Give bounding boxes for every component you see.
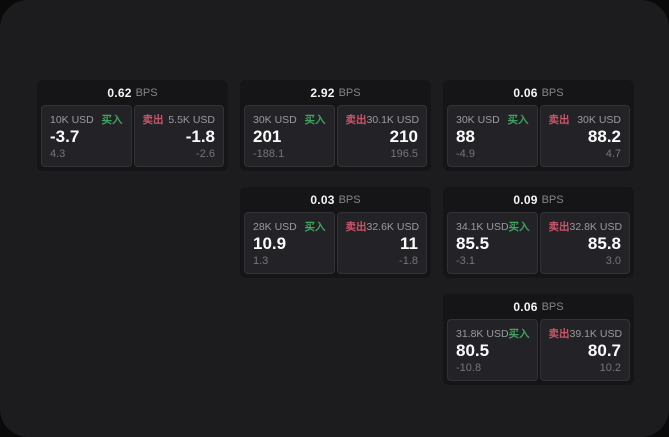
sell-panel[interactable]: 卖出 39.1K USD 80.7 10.2 [539, 319, 630, 381]
sell-delta: 3.0 [605, 255, 621, 267]
sell-panel[interactable]: 卖出 30K USD 88.2 4.7 [539, 105, 630, 167]
sell-panel[interactable]: 卖出 32.8K USD 85.8 3.0 [539, 212, 630, 274]
buy-price: 85.5 [456, 234, 490, 254]
bps-unit: BPS [541, 300, 564, 313]
bps-value: 2.92 [310, 85, 335, 100]
buy-size-label: 30K USD [456, 113, 500, 126]
spread-cards-grid: 0.62 BPS 10K USD 买入 -3.7 4.3 卖出 5.5K USD [37, 80, 634, 385]
buy-tag: 买入 [304, 114, 326, 126]
sell-size-label: 30K USD [577, 113, 621, 126]
bps-value: 0.06 [513, 299, 538, 314]
card-body: 28K USD 买入 10.9 1.3 卖出 32.6K USD 11 -1.8 [240, 212, 431, 278]
sell-tag: 卖出 [345, 114, 367, 126]
card-body: 30K USD 买入 201 -188.1 卖出 30.1K USD 210 1… [240, 105, 431, 171]
bps-unit: BPS [541, 86, 564, 99]
buy-panel[interactable]: 28K USD 买入 10.9 1.3 [244, 212, 335, 274]
bps-unit: BPS [541, 193, 564, 206]
bps-value: 0.09 [513, 192, 538, 207]
sell-panel[interactable]: 卖出 30.1K USD 210 196.5 [336, 105, 427, 167]
sell-price: -1.8 [185, 127, 215, 147]
bps-header: 0.03 BPS [240, 187, 431, 212]
sell-size-label: 32.6K USD [366, 220, 420, 233]
buy-delta: -188.1 [253, 148, 285, 160]
spread-card[interactable]: 2.92 BPS 30K USD 买入 201 -188.1 卖出 30.1K … [240, 80, 431, 171]
bps-header: 0.09 BPS [443, 187, 634, 212]
bps-header: 0.06 BPS [443, 294, 634, 319]
buy-tag: 买入 [508, 328, 530, 340]
buy-price: 88 [456, 127, 475, 147]
buy-tag: 买入 [101, 114, 123, 126]
sell-delta: 196.5 [390, 148, 418, 160]
spread-card[interactable]: 0.62 BPS 10K USD 买入 -3.7 4.3 卖出 5.5K USD [37, 80, 228, 171]
buy-delta: 1.3 [253, 255, 269, 267]
buy-delta: -3.1 [456, 255, 475, 267]
sell-delta: 10.2 [599, 362, 621, 374]
bps-value: 0.03 [310, 192, 335, 207]
buy-panel[interactable]: 30K USD 买入 88 -4.9 [447, 105, 538, 167]
sell-tag: 卖出 [142, 114, 164, 126]
sell-price: 80.7 [587, 341, 621, 361]
sell-tag: 卖出 [548, 114, 570, 126]
sell-size-label: 32.8K USD [569, 220, 623, 233]
buy-panel[interactable]: 31.8K USD 买入 80.5 -10.8 [447, 319, 538, 381]
card-body: 31.8K USD 买入 80.5 -10.8 卖出 39.1K USD 80.… [443, 319, 634, 385]
sell-delta: -2.6 [196, 148, 215, 160]
card-body: 30K USD 买入 88 -4.9 卖出 30K USD 88.2 4.7 [443, 105, 634, 171]
buy-panel[interactable]: 34.1K USD 买入 85.5 -3.1 [447, 212, 538, 274]
sell-price: 88.2 [587, 127, 621, 147]
buy-size-label: 31.8K USD [456, 327, 509, 340]
sell-panel[interactable]: 卖出 5.5K USD -1.8 -2.6 [133, 105, 224, 167]
buy-tag: 买入 [508, 221, 530, 233]
buy-price: 201 [253, 127, 282, 147]
buy-size-label: 30K USD [253, 113, 297, 126]
spread-card[interactable]: 0.09 BPS 34.1K USD 买入 85.5 -3.1 卖出 32.8K… [443, 187, 634, 278]
sell-size-label: 39.1K USD [569, 327, 623, 340]
sell-tag: 卖出 [548, 328, 570, 340]
buy-delta: 4.3 [50, 148, 66, 160]
bps-header: 0.06 BPS [443, 80, 634, 105]
buy-delta: -10.8 [456, 362, 482, 374]
sell-price: 210 [389, 127, 418, 147]
bps-value: 0.06 [513, 85, 538, 100]
sell-price: 85.8 [587, 234, 621, 254]
bps-header: 0.62 BPS [37, 80, 228, 105]
buy-size-label: 34.1K USD [456, 220, 509, 233]
spread-card[interactable]: 0.06 BPS 31.8K USD 买入 80.5 -10.8 卖出 39.1… [443, 294, 634, 385]
bps-unit: BPS [338, 193, 361, 206]
buy-panel[interactable]: 30K USD 买入 201 -188.1 [244, 105, 335, 167]
buy-price: 80.5 [456, 341, 490, 361]
sell-size-label: 5.5K USD [168, 113, 215, 126]
card-body: 34.1K USD 买入 85.5 -3.1 卖出 32.8K USD 85.8… [443, 212, 634, 278]
spread-card[interactable]: 0.06 BPS 30K USD 买入 88 -4.9 卖出 30K USD [443, 80, 634, 171]
buy-size-label: 28K USD [253, 220, 297, 233]
bps-value: 0.62 [107, 85, 132, 100]
sell-tag: 卖出 [548, 221, 570, 233]
buy-tag: 买入 [304, 221, 326, 233]
buy-size-label: 10K USD [50, 113, 94, 126]
sell-tag: 卖出 [345, 221, 367, 233]
buy-delta: -4.9 [456, 148, 475, 160]
buy-price: -3.7 [50, 127, 80, 147]
buy-price: 10.9 [253, 234, 287, 254]
sell-price: 11 [400, 234, 418, 254]
bps-unit: BPS [338, 86, 361, 99]
sell-delta: -1.8 [399, 255, 418, 267]
sell-delta: 4.7 [605, 148, 621, 160]
bps-header: 2.92 BPS [240, 80, 431, 105]
sell-panel[interactable]: 卖出 32.6K USD 11 -1.8 [336, 212, 427, 274]
bps-unit: BPS [135, 86, 158, 99]
spread-card[interactable]: 0.03 BPS 28K USD 买入 10.9 1.3 卖出 32.6K US… [240, 187, 431, 278]
sell-size-label: 30.1K USD [366, 113, 420, 126]
buy-panel[interactable]: 10K USD 买入 -3.7 4.3 [41, 105, 132, 167]
card-body: 10K USD 买入 -3.7 4.3 卖出 5.5K USD -1.8 -2.… [37, 105, 228, 171]
buy-tag: 买入 [507, 114, 529, 126]
